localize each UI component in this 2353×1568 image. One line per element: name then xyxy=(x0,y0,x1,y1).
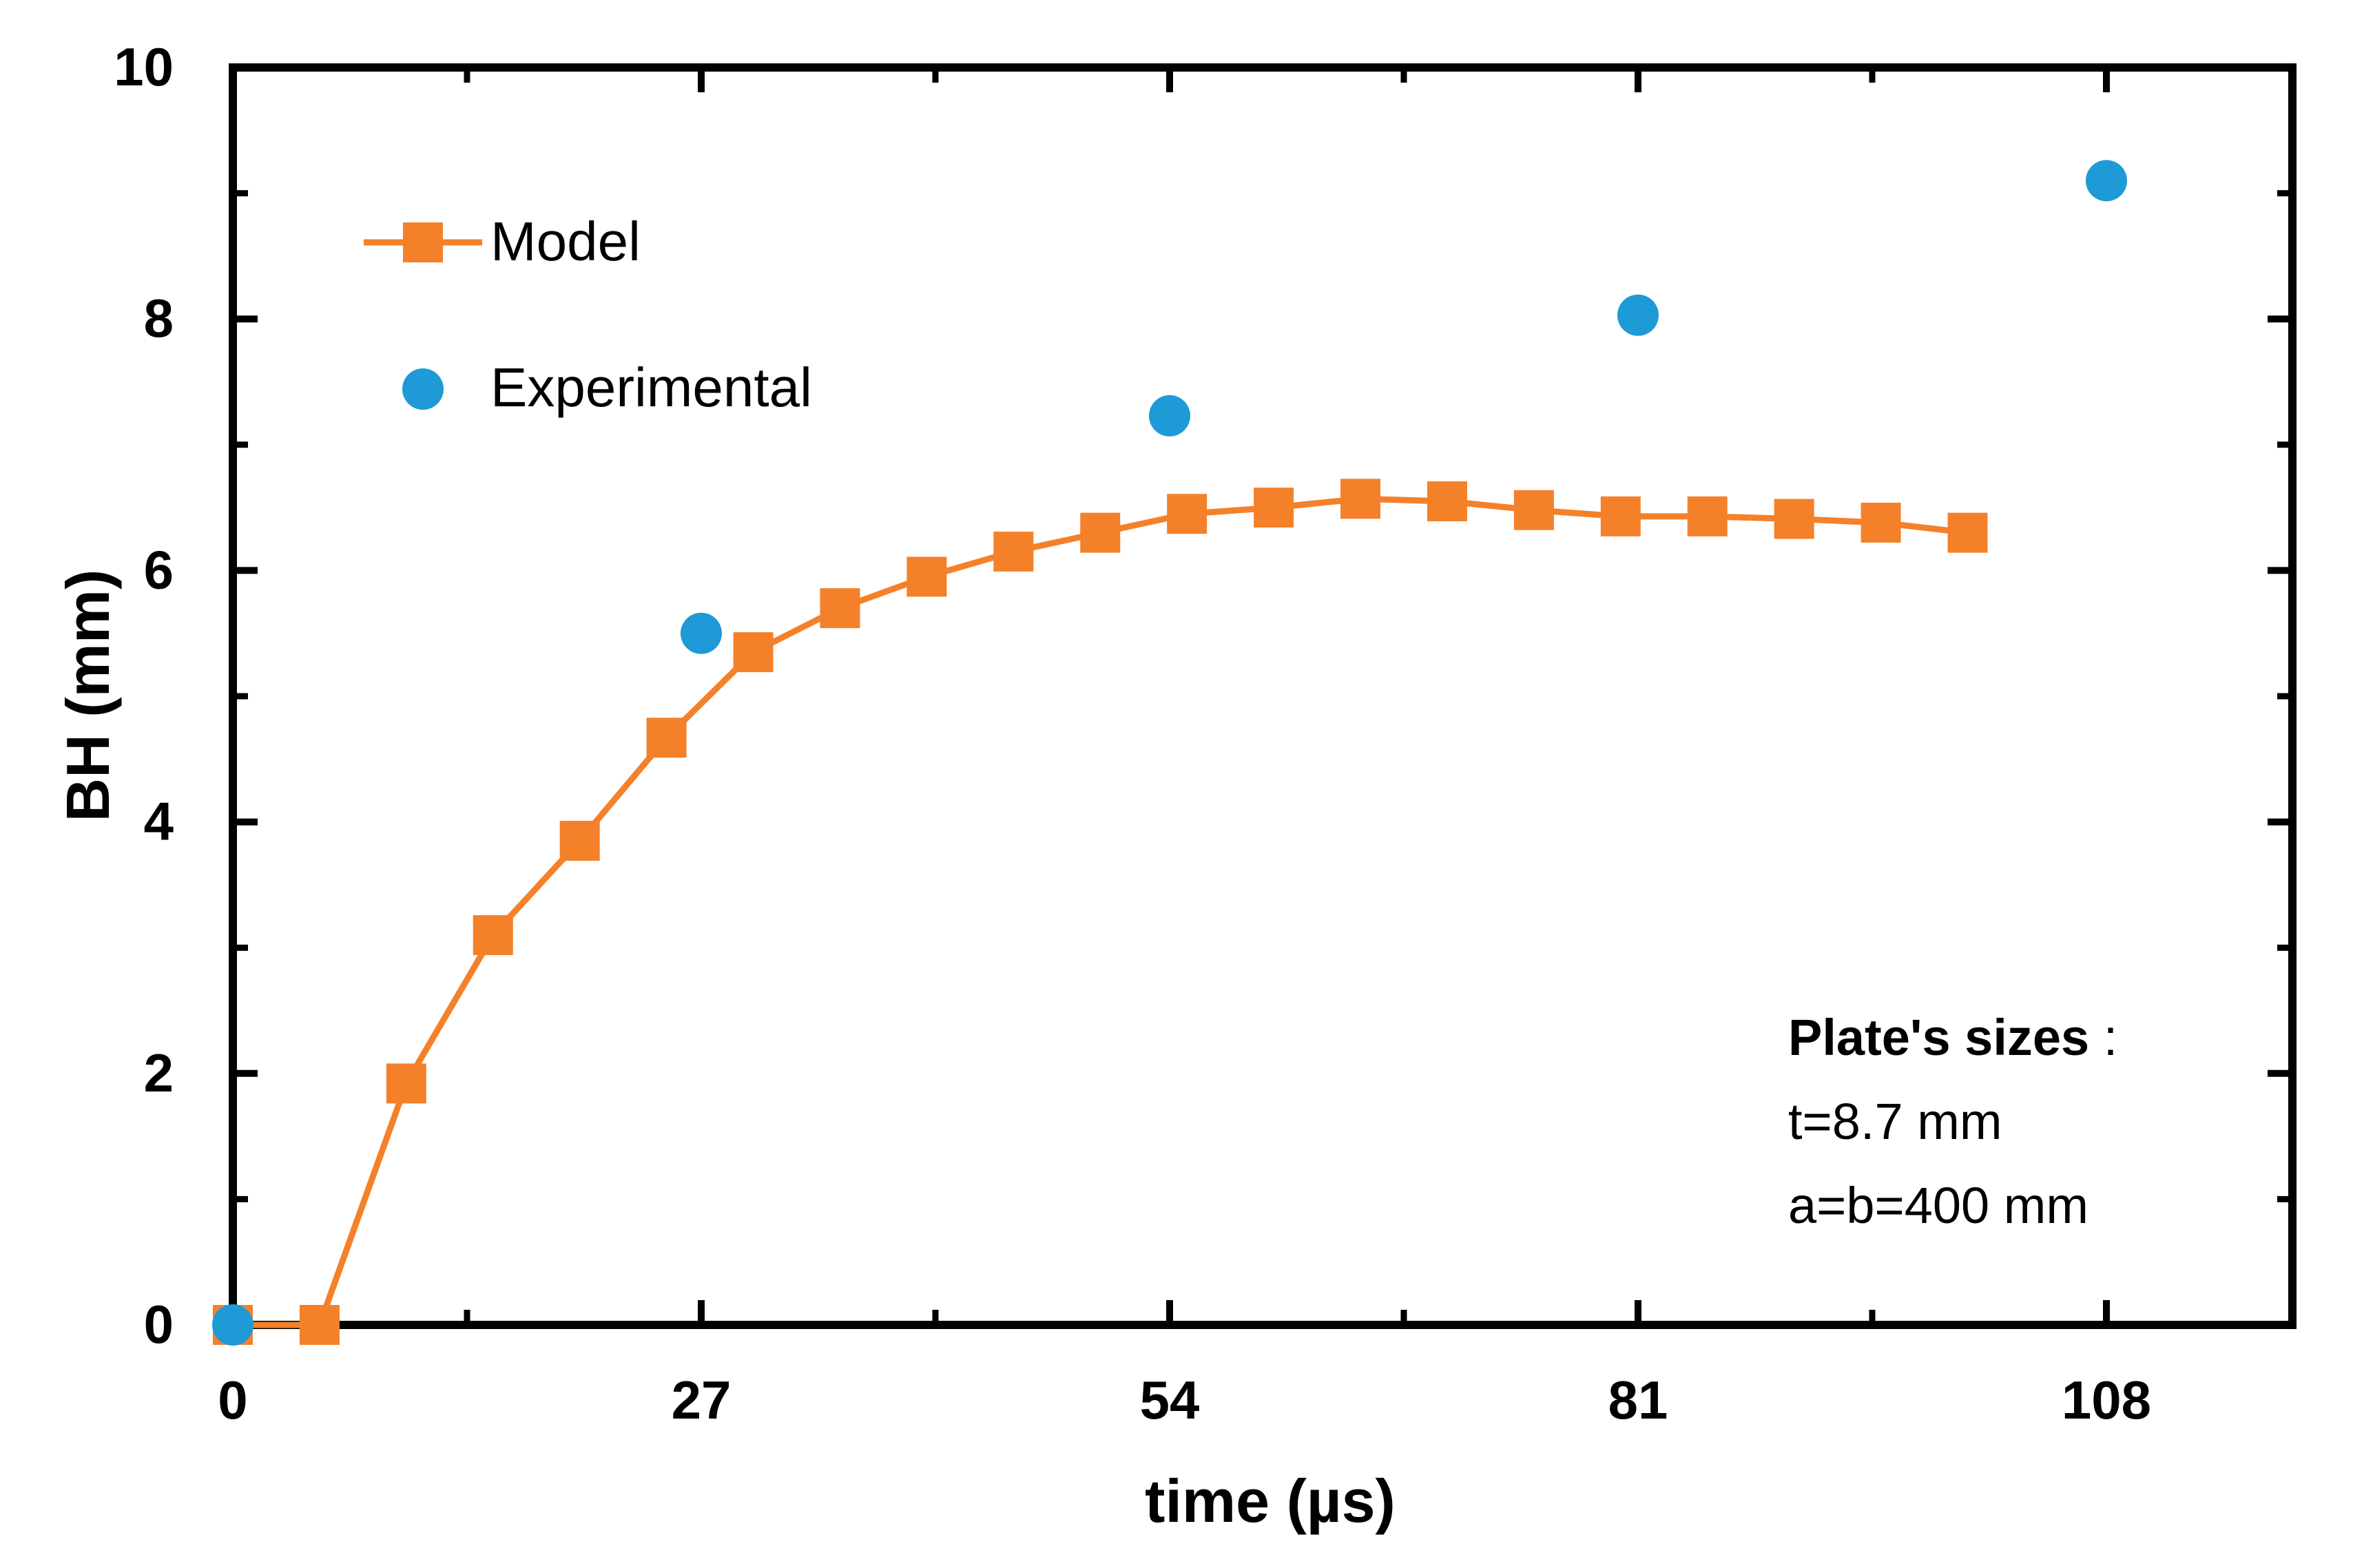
x-tick-label: 81 xyxy=(1608,1370,1668,1430)
model-point xyxy=(299,1305,340,1345)
x-tick-label: 54 xyxy=(1140,1370,1200,1430)
y-tick-label: 10 xyxy=(114,36,174,97)
y-tick-label: 0 xyxy=(144,1294,174,1355)
model-point xyxy=(1774,499,1814,539)
y-axis-title: BH (mm) xyxy=(54,569,122,822)
model-point xyxy=(473,914,513,955)
annotation-heading-suffix: : xyxy=(2089,1009,2117,1066)
annotation-line-thickness: t=8.7 mm xyxy=(1788,1093,2002,1150)
y-tick-label: 4 xyxy=(144,791,174,852)
y-tick-labels: 0 2 4 6 8 10 xyxy=(114,36,174,1355)
plot-frame xyxy=(229,63,2297,1329)
model-point xyxy=(1860,503,1901,543)
annotation-line-size: a=b=400 mm xyxy=(1788,1177,2088,1234)
model-point xyxy=(1254,488,1294,528)
model-point xyxy=(1687,496,1728,536)
legend-model-marker xyxy=(403,222,443,262)
model-point xyxy=(733,632,774,673)
x-tick-label: 0 xyxy=(218,1370,247,1430)
model-point xyxy=(1340,479,1381,519)
model-point xyxy=(1513,490,1554,530)
legend-experimental-label: Experimental xyxy=(490,357,812,418)
model-point xyxy=(993,532,1034,572)
x-tick-label: 27 xyxy=(672,1370,732,1430)
annotation-heading: Plate's sizes : xyxy=(1788,1009,2117,1066)
experimental-point xyxy=(681,612,722,654)
x-tick-labels: 0 27 54 81 108 xyxy=(218,1370,2151,1430)
model-point xyxy=(559,820,600,861)
experimental-point xyxy=(1617,294,1659,336)
model-point xyxy=(646,718,687,758)
model-point xyxy=(1600,496,1641,536)
model-point xyxy=(1167,494,1207,534)
x-axis-title: time (µs) xyxy=(1145,1467,1396,1535)
experimental-point xyxy=(1149,395,1190,437)
model-point xyxy=(1080,512,1121,553)
x-tick-label: 108 xyxy=(2062,1370,2151,1430)
legend: Model Experimental xyxy=(364,211,812,418)
y-tick-label: 8 xyxy=(144,288,174,348)
legend-model-label: Model xyxy=(490,211,641,272)
y-tick-label: 6 xyxy=(144,539,174,600)
model-point xyxy=(1947,512,1988,553)
annotation-heading-bold: Plate's sizes xyxy=(1788,1009,2089,1066)
experimental-point xyxy=(2086,160,2127,202)
experimental-point xyxy=(212,1304,253,1346)
model-point xyxy=(1427,481,1467,521)
model-point xyxy=(386,1063,426,1104)
series-experimental xyxy=(212,160,2127,1346)
legend-experimental-marker xyxy=(402,368,444,410)
y-tick-label: 2 xyxy=(144,1043,174,1103)
model-point xyxy=(906,556,947,597)
model-point xyxy=(820,588,860,629)
annotation: Plate's sizes : t=8.7 mm a=b=400 mm xyxy=(1788,1009,2117,1234)
